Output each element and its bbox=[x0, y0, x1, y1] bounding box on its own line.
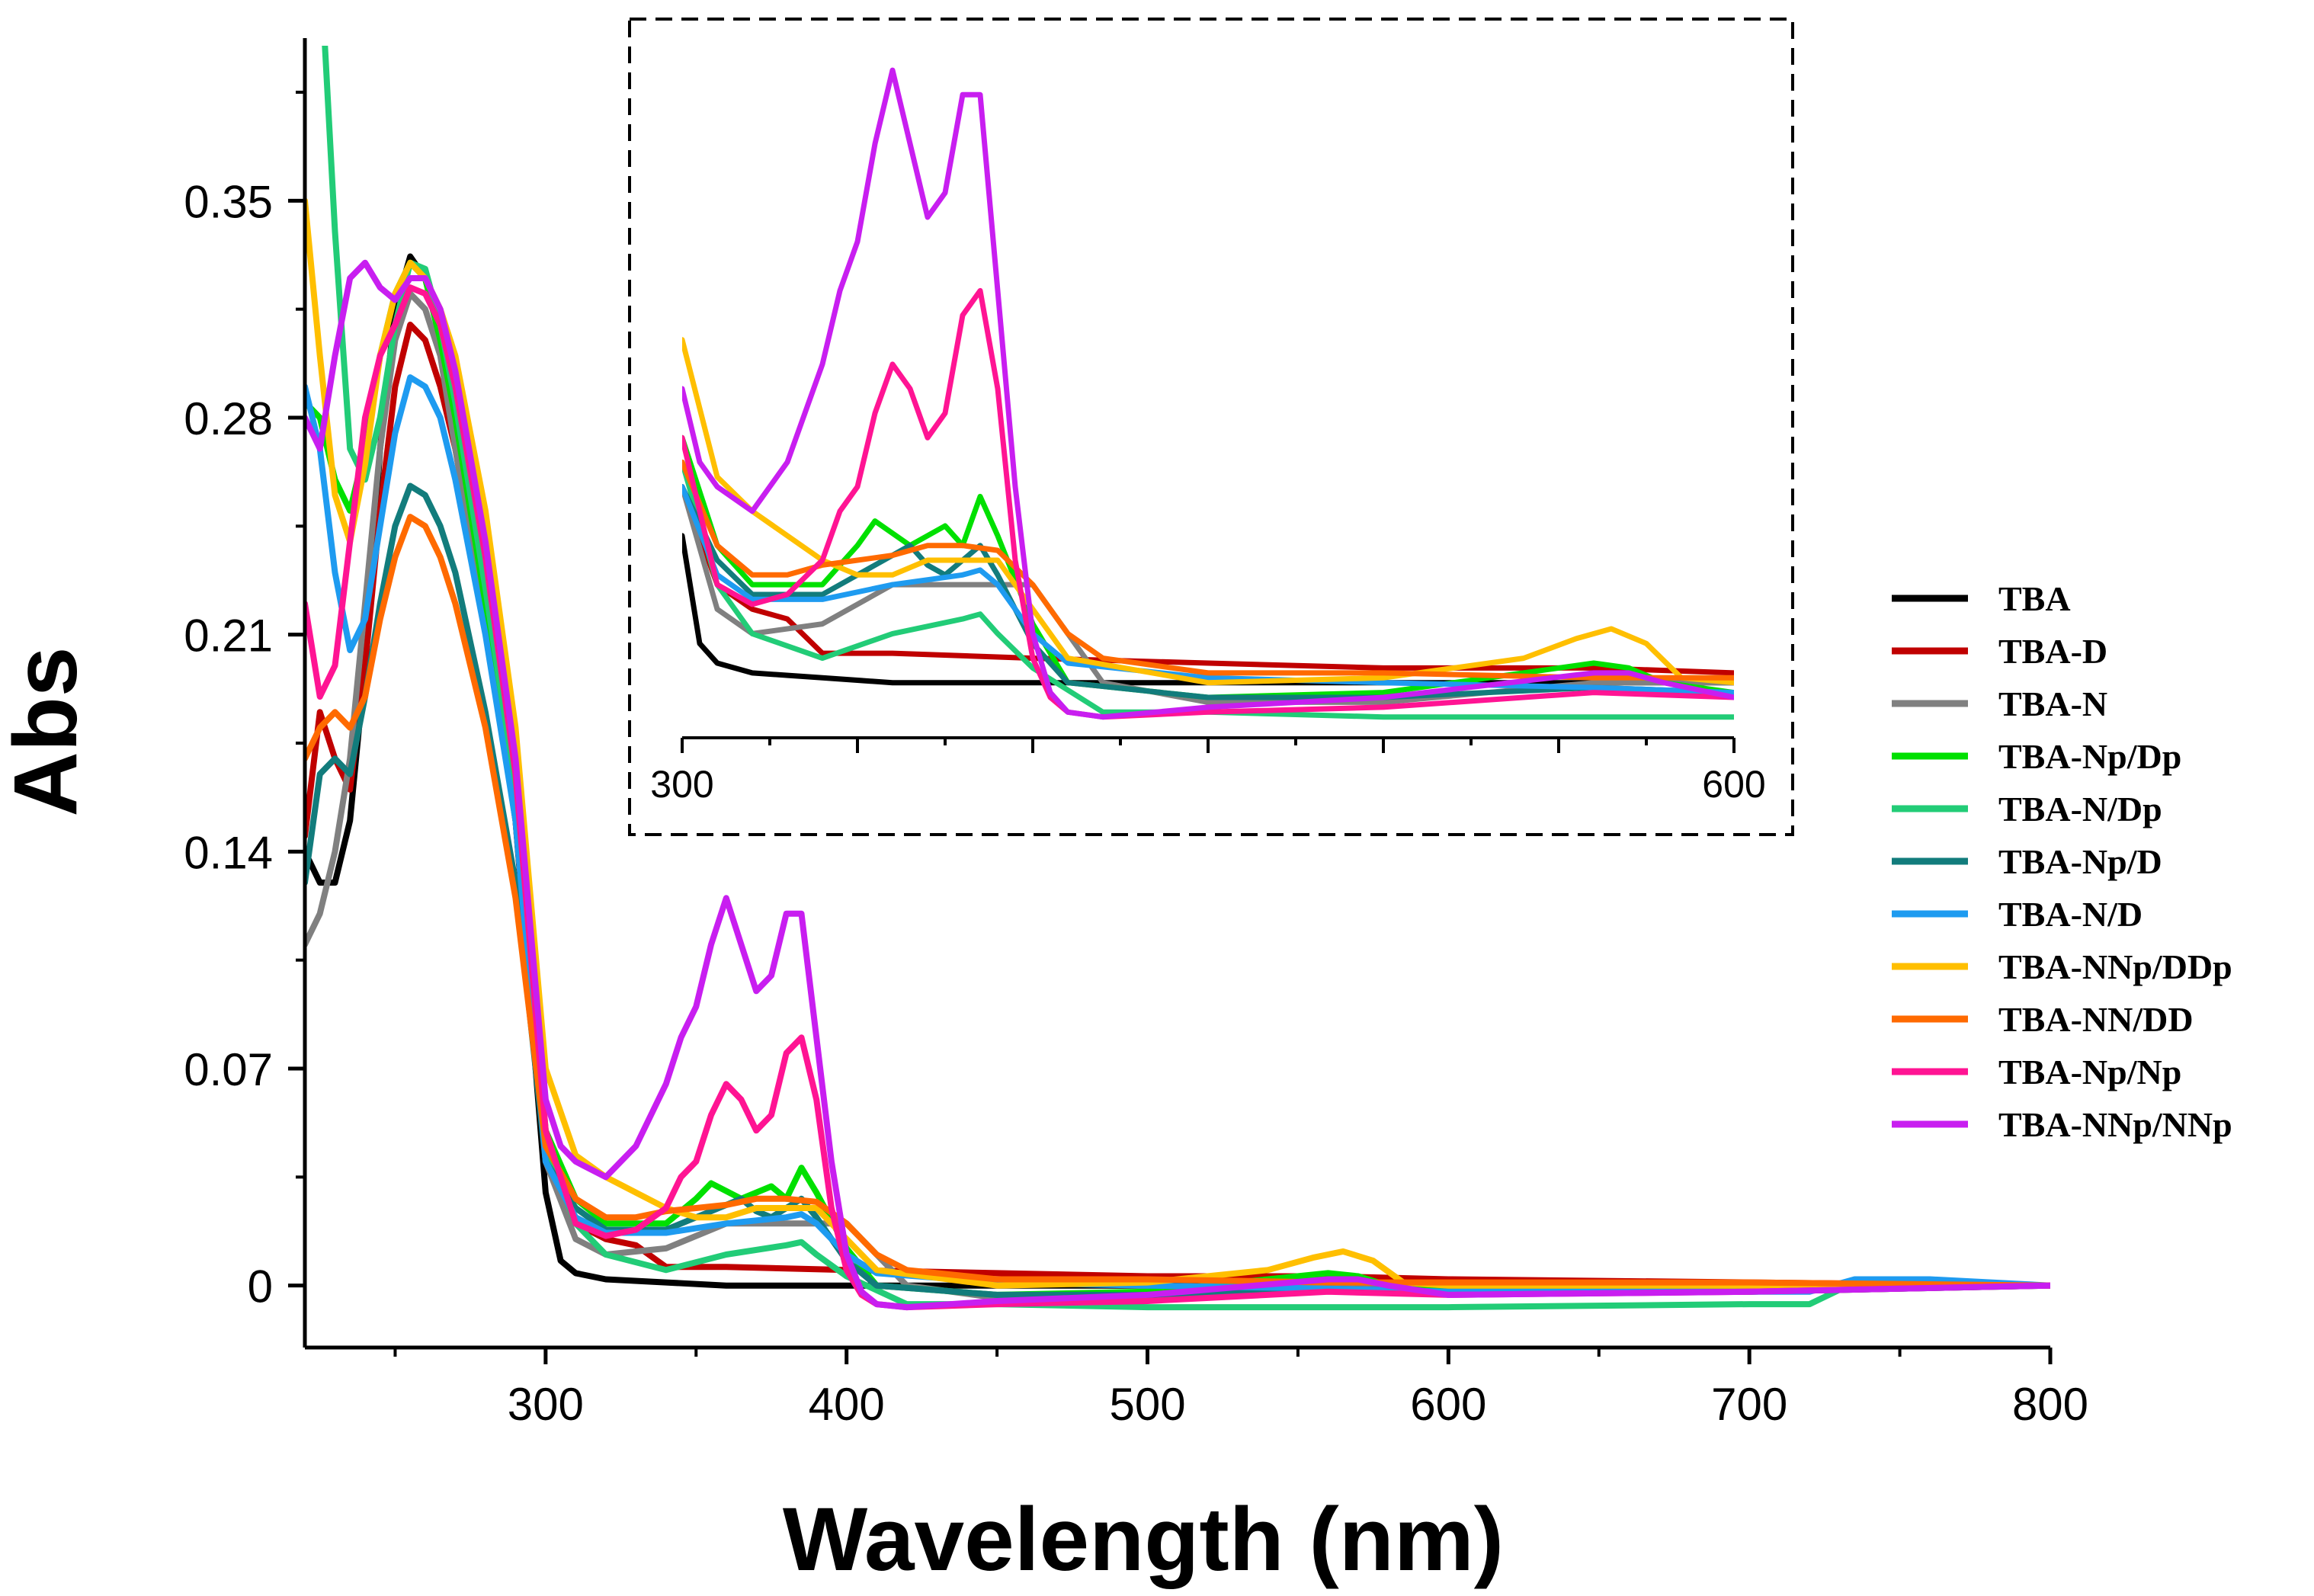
inset-series-line-tba-nnp-ddp bbox=[682, 337, 1734, 686]
series-line-tba-nnp-nnp bbox=[305, 259, 2050, 1311]
legend-item-tba-np-d: TBA-Np/D bbox=[1892, 842, 2162, 881]
legend-label-tba-nnp-nnp: TBA-NNp/NNp bbox=[1998, 1105, 2232, 1144]
series-line-tba-nn-dd bbox=[305, 514, 2050, 1289]
x-axis-title: Wavelength (nm) bbox=[783, 1489, 1504, 1590]
inset-dashed-border bbox=[628, 18, 1794, 836]
x-tick-label-400: 400 bbox=[809, 1379, 885, 1430]
main-plot: 300 400 500 600 700 80000.070.140.210.280.35 … bbox=[0, 38, 2088, 1590]
x-tick-label-600: 600 bbox=[1410, 1379, 1486, 1430]
y-axis-title: Abs bbox=[0, 647, 96, 817]
main-axes: 300 400 500 600 700 800 0 0.07 0.14 0.21 0.28 0.35 bbox=[184, 38, 2088, 1430]
inset-series-line-tba-np-d bbox=[682, 484, 1734, 700]
y-tick-label-2: 0.14 bbox=[184, 827, 273, 878]
legend-item-tba-n-d: TBA-N/D bbox=[1892, 895, 2143, 934]
legend-label-tba-nn-dd: TBA-NN/DD bbox=[1998, 1000, 2194, 1039]
x-tick-label-300: 300 bbox=[508, 1379, 584, 1430]
y-tick-label-4: 0.28 bbox=[184, 393, 273, 444]
x-tick-label-800: 800 bbox=[2012, 1379, 2088, 1430]
x-tick-label-500: 500 bbox=[1109, 1379, 1185, 1430]
legend-label-tba-n-d: TBA-N/D bbox=[1998, 895, 2143, 934]
main-series-group bbox=[305, 46, 2050, 1311]
legend-label-tba-n: TBA-N bbox=[1998, 684, 2107, 723]
series-line-tba-n-dp bbox=[322, 46, 2050, 1311]
legend-item-tba-nn-dd: TBA-NN/DD bbox=[1892, 1000, 2194, 1039]
legend-label-tba-nnp-ddp: TBA-NNp/DDp bbox=[1998, 947, 2232, 986]
inset-series-line-tba-nnp-nnp bbox=[682, 67, 1734, 720]
legend-item-tba-n: TBA-N bbox=[1892, 684, 2107, 723]
y-tick-label-1: 0.07 bbox=[184, 1044, 273, 1095]
legend-item-tba-np-dp: TBA-Np/Dp bbox=[1892, 737, 2181, 776]
inset-axes: 300 600 bbox=[650, 736, 1766, 806]
legend-label-tba-d: TBA-D bbox=[1998, 632, 2107, 671]
x-tick-label-700: 700 bbox=[1711, 1379, 1787, 1430]
legend-item-tba-n-dp: TBA-N/Dp bbox=[1892, 790, 2162, 828]
y-tick-label-5: 0.35 bbox=[184, 176, 273, 227]
inset-x-tick-label-600: 600 bbox=[1702, 763, 1765, 806]
legend-item-tba-nnp-ddp: TBA-NNp/DDp bbox=[1892, 947, 2232, 986]
inset-plot: 300 600 bbox=[628, 18, 1794, 836]
legend: TBA TBA-D TBA-N TBA-Np/Dp TBA-N/Dp TBA-Np/D TB… bbox=[1892, 579, 2232, 1144]
legend-label-tba: TBA bbox=[1998, 579, 2071, 618]
legend-label-tba-n-dp: TBA-N/Dp bbox=[1998, 790, 2162, 828]
legend-item-tba-nnp-nnp: TBA-NNp/NNp bbox=[1892, 1105, 2232, 1144]
legend-item-tba-d: TBA-D bbox=[1892, 632, 2107, 671]
inset-series-line-tba-nn-dd bbox=[682, 459, 1734, 681]
inset-series-line-tba-np-dp bbox=[682, 434, 1734, 700]
legend-label-tba-np-d: TBA-Np/D bbox=[1998, 842, 2162, 881]
inset-x-tick-label-300: 300 bbox=[650, 763, 713, 806]
legend-label-tba-np-np: TBA-Np/Np bbox=[1998, 1053, 2181, 1091]
y-tick-label-3: 0.21 bbox=[184, 611, 273, 662]
legend-label-tba-np-dp: TBA-Np/Dp bbox=[1998, 737, 2181, 776]
y-tick-label-0: 0 bbox=[248, 1261, 273, 1312]
inset-series-group bbox=[682, 67, 1734, 720]
legend-item-tba-np-np: TBA-Np/Np bbox=[1892, 1053, 2181, 1091]
legend-item-tba: TBA bbox=[1892, 579, 2071, 618]
